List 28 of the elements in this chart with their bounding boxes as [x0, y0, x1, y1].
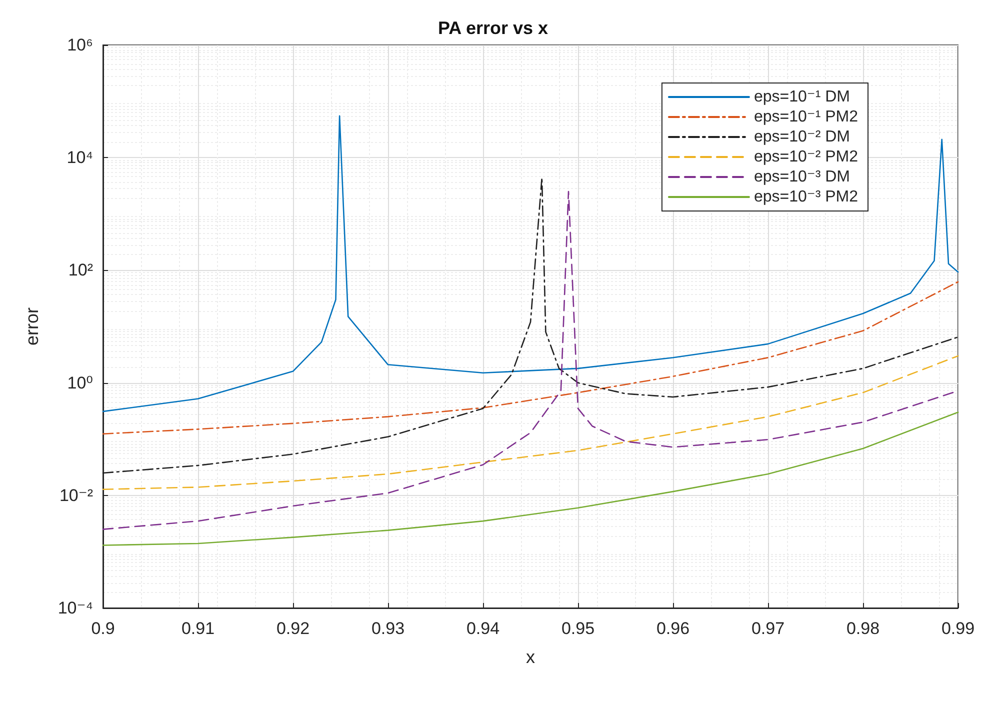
legend-label: eps=10⁻³ PM2 [754, 188, 858, 206]
x-tick-label: 0.99 [941, 619, 975, 638]
line-series [102, 412, 959, 546]
x-axis-title: x [526, 647, 535, 667]
y-tick-label: 10⁶ [67, 36, 93, 54]
y-axis-title: error [22, 307, 42, 346]
y-tick-label: 10⁴ [66, 148, 93, 168]
x-tick-label: 0.94 [466, 619, 500, 638]
line-series [102, 355, 959, 490]
x-tick-label: 0.93 [371, 619, 405, 638]
x-tick-label: 0.95 [561, 619, 595, 638]
x-tick-label: 0.91 [181, 619, 215, 638]
line-series [102, 281, 959, 434]
y-tick-label: 10⁻² [59, 486, 94, 505]
y-tick-label: 10⁰ [67, 373, 94, 392]
y-tick-label: 10⁻⁴ [58, 598, 93, 618]
x-tick-label: 0.92 [276, 619, 310, 638]
legend-label: eps=10⁻³ DM [754, 168, 850, 186]
legend-label: eps=10⁻¹ DM [754, 88, 850, 106]
x-tick-label: 0.98 [846, 619, 880, 638]
legend-label: eps=10⁻² DM [754, 128, 850, 146]
legend-label: eps=10⁻² PM2 [754, 148, 858, 166]
legend-label: eps=10⁻¹ PM2 [754, 108, 858, 126]
x-tick-label: 0.96 [656, 619, 690, 638]
chart-title: PA error vs x [438, 18, 548, 38]
y-tick-label: 10² [68, 260, 94, 280]
x-tick-label: 0.9 [91, 619, 115, 638]
x-tick-label: 0.97 [751, 619, 785, 638]
